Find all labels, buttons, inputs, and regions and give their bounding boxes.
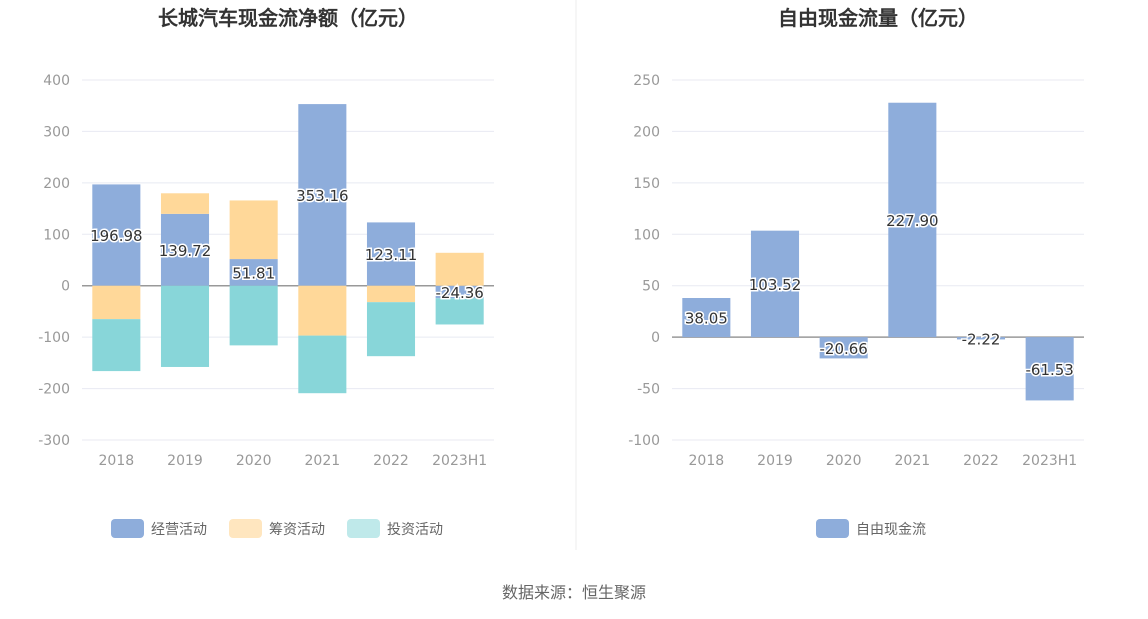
x-tick-label: 2019 (757, 453, 793, 469)
bar (366, 222, 416, 286)
x-tick-label: 2018 (689, 453, 725, 469)
x-tick-label: 2020 (826, 453, 862, 469)
x-tick-label: 2021 (305, 453, 341, 469)
bar (366, 302, 416, 357)
bar (92, 184, 141, 286)
source-note: 数据来源：恒生聚源 (502, 583, 646, 602)
legend-swatch[interactable] (111, 519, 144, 538)
y-tick-label: -50 (637, 382, 660, 398)
legend-label[interactable]: 筹资活动 (269, 521, 325, 538)
bar (229, 200, 278, 260)
bar (1025, 337, 1074, 401)
chart-title: 自由现金流量（亿元） (778, 6, 978, 30)
bar (956, 337, 1006, 340)
y-tick-label: 0 (61, 279, 70, 295)
data-label: -61.53 (1025, 361, 1073, 379)
bar (92, 319, 141, 372)
bar (160, 193, 210, 214)
y-tick-label: 200 (43, 176, 70, 192)
data-label: 51.81 (232, 264, 275, 282)
data-label: 38.05 (685, 310, 728, 328)
data-label: -2.22 (962, 330, 1001, 348)
y-tick-label: 50 (642, 279, 660, 295)
x-tick-label: 2019 (167, 453, 203, 469)
y-tick-label: -100 (628, 433, 660, 449)
legend-swatch[interactable] (347, 519, 380, 538)
data-label: 139.72 (159, 242, 212, 260)
x-tick-label: 2022 (963, 453, 999, 469)
chart-title: 长城汽车现金流净额（亿元） (158, 6, 418, 30)
data-label: 103.52 (749, 276, 802, 294)
y-tick-label: 200 (633, 124, 660, 140)
bar (298, 285, 347, 336)
y-tick-label: -200 (38, 382, 70, 398)
x-tick-label: 2018 (99, 453, 135, 469)
bar (160, 213, 210, 286)
y-tick-label: 400 (43, 73, 70, 89)
bar (435, 285, 484, 299)
bar (92, 285, 141, 320)
bar (298, 104, 347, 286)
y-tick-label: 100 (43, 227, 70, 243)
bar (888, 102, 937, 338)
y-tick-label: 100 (633, 227, 660, 243)
y-tick-label: 250 (633, 73, 660, 89)
bar (229, 285, 278, 346)
y-tick-label: 0 (651, 330, 660, 346)
x-tick-label: 2020 (236, 453, 272, 469)
y-tick-label: -300 (38, 433, 70, 449)
data-label: 196.98 (90, 227, 143, 245)
bar (682, 298, 731, 338)
bar (298, 335, 347, 394)
x-tick-label: 2023H1 (432, 453, 487, 469)
data-label: 123.11 (365, 246, 418, 264)
bar (435, 252, 484, 286)
data-label: 353.16 (296, 187, 349, 205)
bar (819, 337, 868, 359)
legend-label[interactable]: 经营活动 (151, 522, 207, 538)
y-tick-label: 300 (43, 124, 70, 140)
bar (750, 230, 800, 338)
x-tick-label: 2022 (373, 453, 409, 469)
bar (160, 285, 210, 367)
legend-swatch[interactable] (229, 519, 262, 538)
y-tick-label: -100 (38, 330, 70, 346)
data-label: -24.36 (435, 284, 483, 302)
data-label: -20.66 (819, 340, 867, 358)
y-tick-label: 150 (633, 176, 660, 192)
legend-label[interactable]: 投资活动 (387, 522, 443, 538)
x-tick-label: 2023H1 (1022, 453, 1077, 469)
bar (366, 285, 416, 303)
bar (435, 298, 484, 325)
bar (229, 259, 278, 286)
legend-label[interactable]: 自由现金流 (856, 522, 926, 538)
legend-swatch[interactable] (816, 519, 849, 538)
x-tick-label: 2021 (895, 453, 931, 469)
data-label: 227.90 (886, 212, 939, 230)
